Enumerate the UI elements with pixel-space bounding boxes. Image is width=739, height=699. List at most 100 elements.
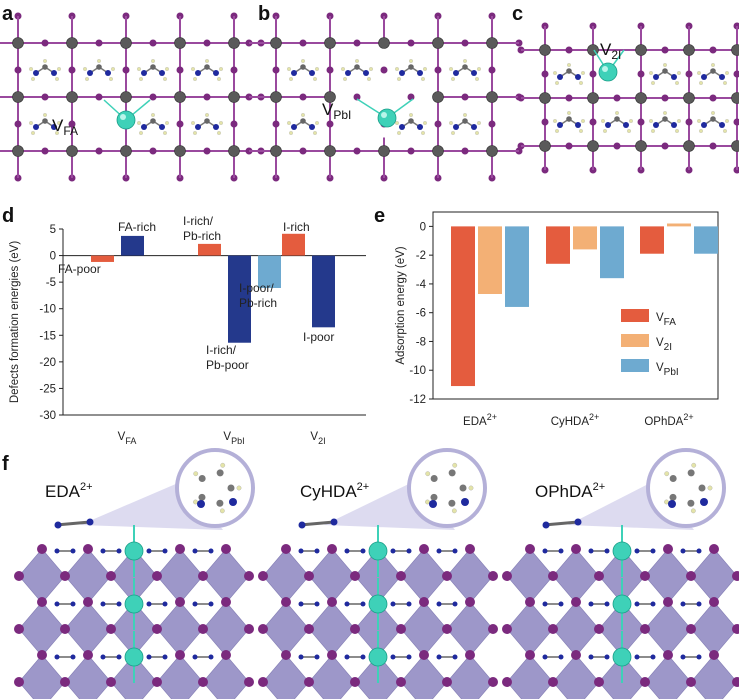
iodide-atom [106, 571, 116, 581]
iodide-atom [41, 39, 49, 47]
iodide-atom [304, 571, 314, 581]
hydrogen-atom [553, 70, 558, 75]
vacancy-sphere [124, 594, 144, 614]
nitrogen-atom [680, 548, 686, 554]
nitrogen-atom [671, 122, 677, 128]
iodide-atom [95, 39, 103, 47]
vacancy-sphere [377, 108, 397, 128]
carbon-atom [216, 469, 224, 477]
hydrogen-atom [343, 76, 348, 81]
octahedron [18, 548, 66, 604]
nitrogen-atom [229, 498, 237, 506]
carbon-atom [669, 493, 677, 501]
iodide-atom [434, 66, 442, 74]
iodide-atom [663, 650, 673, 660]
hydrogen-atom [216, 130, 221, 135]
carbon-atom [42, 118, 48, 124]
carbon-atom [216, 499, 224, 507]
bar-e [505, 226, 529, 307]
nitrogen-atom [634, 654, 640, 660]
iodide-atom [41, 147, 49, 155]
carbon-atom [687, 469, 695, 477]
nitrogen-atom [86, 518, 94, 526]
nitrogen-atom [558, 548, 564, 554]
iodide-atom [548, 571, 558, 581]
iodide-atom [640, 677, 650, 687]
iodide-atom [488, 120, 496, 128]
nitrogen-atom [344, 654, 350, 660]
iodide-atom [461, 147, 469, 155]
nitrogen-atom [70, 654, 76, 660]
iodide-atom [686, 677, 696, 687]
y-axis-label: Defects formation energies (eV) [9, 241, 21, 404]
iodide-atom [419, 597, 429, 607]
lead-atom [683, 92, 695, 104]
fa-molecule [29, 112, 62, 135]
hydrogen-atom [690, 508, 696, 514]
iodide-atom [461, 39, 469, 47]
nitrogen-atom [575, 74, 581, 80]
iodide-atom [95, 93, 103, 101]
carbon-atom [698, 484, 706, 492]
panel-letter-d: d [2, 205, 14, 227]
iodide-atom [661, 142, 669, 150]
iodide-atom [571, 650, 581, 660]
iodide-atom [640, 571, 650, 581]
nitrogen-atom [557, 74, 563, 80]
iodide-atom [442, 624, 452, 634]
hydrogen-atom [397, 130, 402, 135]
iodide-atom [83, 650, 93, 660]
iodide-atom [488, 66, 496, 74]
octahedron [202, 548, 250, 604]
nitrogen-atom [70, 548, 76, 554]
iodide-atom [733, 70, 739, 78]
lead-atom [731, 140, 739, 152]
nitrogen-atom [51, 70, 57, 76]
nitrogen-atom [588, 654, 594, 660]
hydrogen-atom [164, 66, 169, 71]
x-tick-label: EDA2+ [463, 412, 497, 428]
nitrogen-atom [680, 601, 686, 607]
iodide-atom [304, 677, 314, 687]
iodide-atom [465, 597, 475, 607]
octahedron [202, 654, 250, 699]
nitrogen-atom [162, 601, 168, 607]
hydrogen-atom [289, 76, 294, 81]
hydrogen-atom [395, 66, 400, 71]
fa-molecule [82, 59, 115, 81]
nitrogen-atom [360, 601, 366, 607]
hydrogen-atom [723, 128, 728, 133]
lead-atom [432, 91, 444, 103]
iodide-atom [548, 624, 558, 634]
iodide-atom [465, 544, 475, 554]
y-tick-label: -10 [409, 365, 426, 377]
nitrogen-atom [575, 122, 581, 128]
octahedron [690, 601, 738, 657]
nitrogen-atom [650, 601, 656, 607]
iodide-atom [380, 66, 388, 74]
iodide-atom [281, 597, 291, 607]
nitrogen-atom [634, 601, 640, 607]
molecule-label: CyHDA2+ [300, 481, 369, 501]
octahedron [64, 654, 112, 699]
bar-e [546, 226, 570, 264]
carbon-atom [430, 493, 438, 501]
iodide-atom [37, 597, 47, 607]
iodide-atom [152, 677, 162, 687]
vacancy-sphere [116, 110, 136, 130]
iodide-atom [353, 39, 361, 47]
bar-d [198, 243, 221, 256]
iodide-atom [244, 677, 254, 687]
nitrogen-atom [436, 601, 442, 607]
adsorbed-molecule [299, 520, 335, 527]
y-tick-label: -6 [416, 308, 426, 320]
hydrogen-atom [289, 130, 294, 135]
lead-atom [731, 44, 739, 56]
iodide-atom [37, 650, 47, 660]
octahedron [644, 601, 692, 657]
hydrogen-atom [192, 130, 197, 135]
iodide-atom [221, 544, 231, 554]
iodide-atom [350, 571, 360, 581]
iodide-atom [152, 624, 162, 634]
nitrogen-atom [680, 654, 686, 660]
